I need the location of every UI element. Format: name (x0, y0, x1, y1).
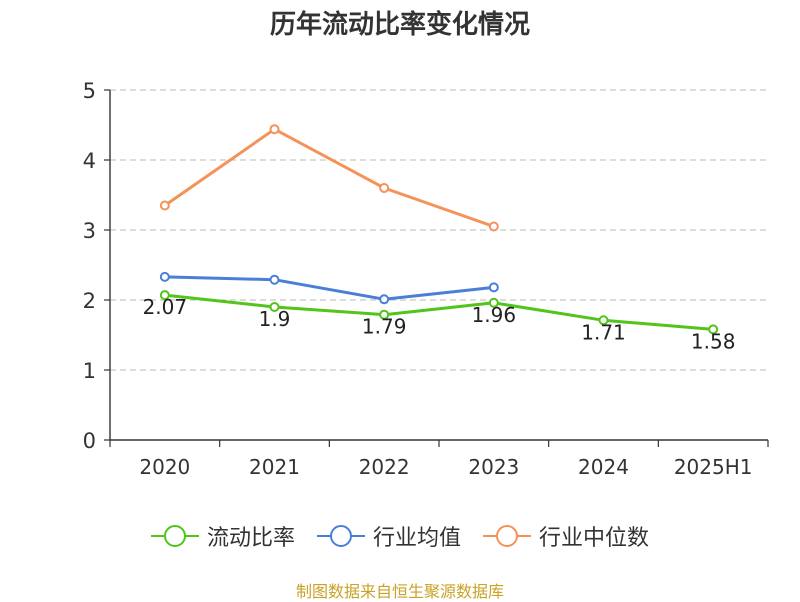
source-note: 制图数据来自恒生聚源数据库 (295, 582, 504, 601)
legend-item-current-ratio[interactable]: 流动比率 (150, 520, 295, 552)
y-tick-label: 3 (83, 219, 96, 243)
y-tick-label: 2 (83, 289, 96, 313)
x-tick-label: 2023 (468, 455, 519, 479)
data-point-0 (708, 324, 719, 335)
data-point-1 (159, 271, 170, 282)
legend-swatch-industry-median (483, 524, 531, 548)
legend-swatch-current-ratio (150, 524, 199, 548)
series-line-1 (164, 275, 494, 301)
legend-label-industry-mean: 行业均值 (372, 526, 461, 551)
data-point-1 (269, 274, 280, 285)
data-label: 2.07 (143, 295, 188, 319)
x-tick-label: 2021 (249, 455, 300, 479)
legend-item-industry-mean[interactable]: 行业均值 (316, 520, 461, 552)
x-tick-label: 2020 (139, 455, 190, 479)
data-point-0 (598, 315, 609, 326)
x-tick-label: 2025H1 (674, 455, 753, 479)
x-tick-label: 2024 (578, 455, 629, 479)
data-label: 1.96 (472, 303, 517, 327)
data-label: 1.58 (691, 329, 736, 353)
legend-label-industry-median: 行业中位数 (539, 526, 650, 551)
y-tick-label: 1 (83, 359, 96, 383)
x-tick-label: 2022 (359, 455, 410, 479)
data-point-0 (269, 302, 280, 312)
data-point-1 (379, 294, 390, 305)
data-point-0 (159, 290, 170, 301)
series-line-0 (164, 293, 714, 331)
data-label: 1.9 (259, 307, 291, 331)
data-label: 1.71 (581, 320, 626, 344)
data-point-0 (379, 309, 390, 320)
data-point-2 (488, 221, 499, 232)
data-label: 1.79 (362, 315, 407, 339)
chart-title: 历年流动比率变化情况 (269, 10, 530, 40)
y-tick-label: 4 (83, 149, 96, 173)
y-tick-label: 0 (83, 429, 96, 453)
data-point-1 (488, 282, 499, 293)
series-line-2 (163, 127, 495, 228)
legend-label-current-ratio: 流动比率 (206, 526, 295, 551)
y-tick-label: 5 (83, 79, 96, 103)
legend-swatch-industry-mean (316, 524, 365, 548)
data-point-2 (269, 124, 280, 135)
chart-legend: 流动比率 行业均值 行业中位数 (0, 520, 800, 552)
data-point-2 (159, 200, 170, 211)
data-point-0 (488, 297, 499, 308)
data-point-2 (379, 183, 390, 193)
legend-item-industry-median[interactable]: 行业中位数 (483, 520, 649, 552)
